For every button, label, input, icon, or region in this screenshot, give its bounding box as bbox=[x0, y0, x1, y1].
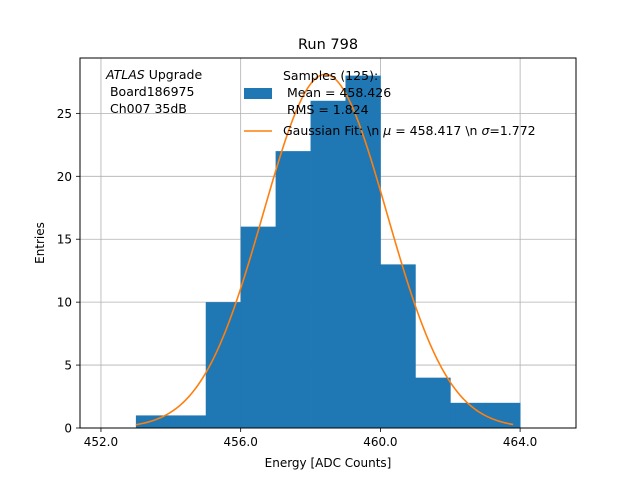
histogram-bar bbox=[240, 226, 277, 428]
x-tick-label: 456.0 bbox=[223, 435, 257, 449]
x-tick-label: 460.0 bbox=[363, 435, 397, 449]
annotation: ATLAS Upgrade Board186975 Ch007 35dB bbox=[105, 67, 202, 116]
histogram-bar bbox=[310, 100, 346, 428]
y-ticks: 0 5 10 15 20 25 bbox=[57, 107, 80, 436]
legend-fit-sigma-text: =1.772 bbox=[489, 123, 535, 138]
histogram-bar bbox=[275, 151, 311, 428]
gaussian-fit-line bbox=[135, 73, 514, 426]
histogram-bar bbox=[450, 402, 486, 428]
chart-title: Run 798 bbox=[298, 37, 358, 53]
plot-frame bbox=[79, 57, 577, 429]
annotation-line-1: ATLAS Upgrade bbox=[105, 67, 202, 82]
annotation-italic-prefix: ATLAS bbox=[105, 67, 145, 82]
legend-fit-sigma-symbol: σ bbox=[481, 123, 490, 138]
legend-fit-prefix: Gaussian Fit: \n bbox=[283, 123, 383, 138]
y-tick-label: 25 bbox=[57, 107, 72, 121]
y-tick-label: 20 bbox=[57, 170, 72, 184]
legend-histogram-line-2: Mean = 458.426 bbox=[283, 85, 391, 100]
annotation-line-2: Board186975 bbox=[106, 84, 194, 99]
y-tick-label: 15 bbox=[57, 233, 72, 247]
legend-fit-label: Gaussian Fit: \n μ = 458.417 \n σ=1.772 bbox=[283, 123, 536, 138]
histogram-bar bbox=[415, 377, 451, 428]
annotation-line-3: Ch007 35dB bbox=[106, 101, 187, 116]
histogram-bar bbox=[205, 302, 242, 428]
legend-histogram-swatch bbox=[244, 88, 272, 99]
histogram-bar bbox=[485, 402, 521, 428]
y-tick-label: 10 bbox=[57, 296, 72, 310]
histogram-bar bbox=[135, 415, 172, 428]
legend-histogram-line-1: Samples (125): bbox=[283, 68, 378, 83]
y-tick-label: 5 bbox=[64, 359, 72, 373]
legend-fit-mu-symbol: μ bbox=[382, 123, 391, 138]
x-tick-label: 464.0 bbox=[503, 435, 537, 449]
legend-fit-mu-text: = 458.417 \n bbox=[391, 123, 481, 138]
fit-curve-layer bbox=[135, 73, 514, 426]
legend-histogram-line-3: RMS = 1.824 bbox=[283, 102, 369, 117]
histogram-bars bbox=[135, 75, 521, 428]
legend: Samples (125): Mean = 458.426 RMS = 1.82… bbox=[244, 68, 536, 138]
y-axis-label: Entries bbox=[33, 222, 47, 264]
annotation-line-1-text: Upgrade bbox=[149, 67, 203, 82]
x-tick-label: 452.0 bbox=[84, 435, 118, 449]
histogram-bar bbox=[170, 415, 207, 428]
x-axis-label: Energy [ADC Counts] bbox=[265, 456, 392, 470]
y-tick-label: 0 bbox=[64, 422, 72, 436]
x-ticks: 452.0 456.0 460.0 464.0 bbox=[84, 428, 537, 449]
